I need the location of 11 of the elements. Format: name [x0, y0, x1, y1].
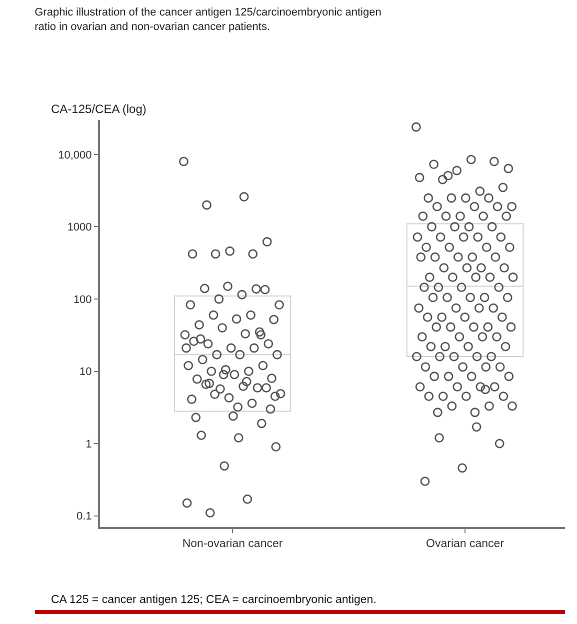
y-tick-label: 1 [86, 438, 92, 450]
y-tick-label: 100 [73, 294, 92, 306]
x-tick-label: Ovarian cancer [426, 538, 504, 550]
y-axis-title: CA-125/CEA (log) [51, 102, 146, 116]
y-tick-label: 10 [80, 366, 92, 378]
y-tick-label: 0.1 [76, 510, 92, 523]
y-tick-label: 10,000 [58, 149, 92, 162]
y-tick-label: 1000 [67, 222, 92, 234]
text: CA 125 = cancer antigen 125; CEA = carcinoembryonic antigen. [51, 594, 376, 606]
x-tick-label: Non-ovarian cancer [182, 538, 283, 550]
chart-title: Graphic illustration of the cancer antigen 125/carcinoembryonic antigen ratio in ovarian and non-ovarian cancer patients. [34, 6, 382, 33]
